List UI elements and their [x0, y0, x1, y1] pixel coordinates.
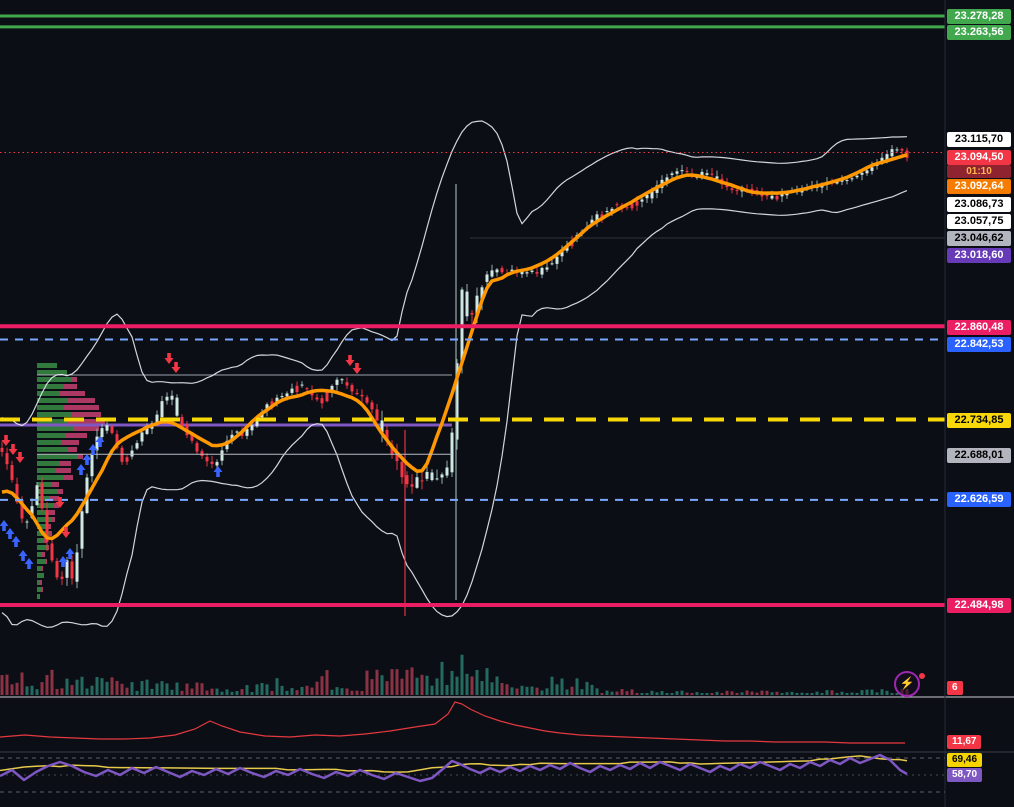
- notification-dot: [919, 673, 925, 679]
- price-level-lines: [0, 14, 945, 608]
- atr-indicator: [0, 701, 905, 744]
- ma-line: [1, 153, 908, 541]
- boost-lightning-icon[interactable]: ⚡: [894, 671, 920, 697]
- volume-bars: [0, 654, 909, 695]
- rsi-indicator: [0, 753, 945, 793]
- volume-profile: [37, 363, 105, 599]
- bollinger-bands: [1, 120, 908, 628]
- signal-arrows: [0, 353, 362, 569]
